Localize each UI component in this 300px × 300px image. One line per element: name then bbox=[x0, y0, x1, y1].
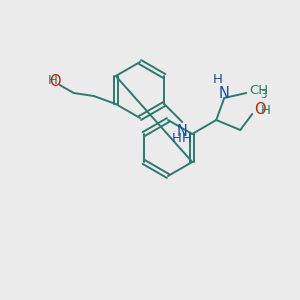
Text: O: O bbox=[254, 103, 266, 118]
Text: O: O bbox=[49, 74, 61, 88]
Text: N: N bbox=[219, 85, 230, 100]
Text: 3: 3 bbox=[260, 90, 267, 100]
Text: H: H bbox=[181, 132, 191, 145]
Text: H: H bbox=[261, 103, 271, 116]
Text: CH: CH bbox=[249, 85, 268, 98]
Text: H: H bbox=[212, 73, 222, 86]
Text: N: N bbox=[177, 124, 188, 139]
Text: H: H bbox=[48, 74, 58, 88]
Text: H: H bbox=[171, 132, 181, 145]
